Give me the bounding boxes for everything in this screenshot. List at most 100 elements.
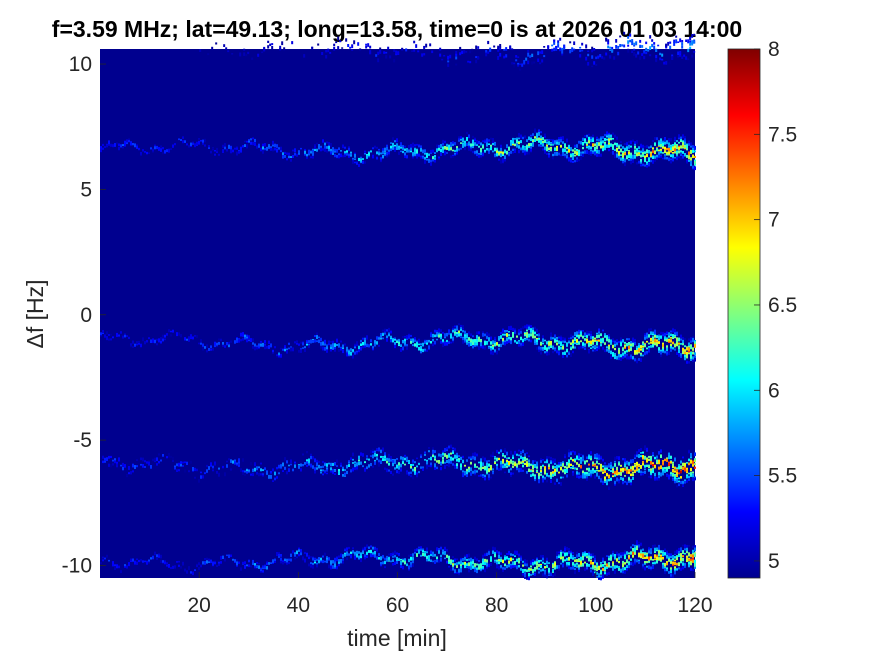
trace-cell (316, 462, 318, 467)
trace-cell (324, 552, 326, 556)
trace-cell (538, 571, 540, 574)
trace-cell (656, 560, 658, 564)
trace-cell (652, 339, 654, 342)
trace-cell (678, 567, 680, 570)
trace-cell (402, 346, 404, 350)
trace-cell (306, 460, 308, 464)
trace-cell (414, 467, 416, 471)
trace-cell (694, 344, 696, 348)
trace-cell (490, 347, 492, 351)
trace-cell (510, 142, 512, 146)
trace-cell (578, 150, 580, 153)
trace-cell (636, 451, 638, 455)
trace-cell (272, 562, 274, 564)
trace-cell (676, 471, 678, 475)
trace-cell (332, 147, 334, 150)
trace-cell (214, 562, 216, 565)
trace-cell (690, 346, 692, 350)
trace-cell (596, 474, 598, 477)
trace-cell (660, 472, 662, 477)
trace-cell (580, 458, 582, 463)
trace-cell (510, 553, 512, 556)
trace-cell (672, 466, 674, 469)
trace-cell (484, 347, 486, 350)
trace-cell (604, 571, 606, 574)
trace-cell (284, 347, 286, 352)
trace-cell (534, 339, 536, 342)
trace-cell (508, 551, 510, 555)
trace-cell (348, 462, 350, 464)
trace-cell (580, 475, 582, 478)
trace-cell (534, 128, 536, 132)
trace-cell (530, 137, 532, 141)
trace-cell (530, 568, 532, 571)
trace-cell (514, 550, 516, 555)
trace-cell (456, 333, 458, 336)
trace-cell (470, 149, 472, 152)
trace-cell (330, 565, 332, 570)
trace-cell (438, 548, 440, 551)
trace-cell (628, 154, 630, 159)
trace-cell (310, 453, 312, 457)
trace-cell (500, 450, 502, 453)
trace-cell (642, 457, 644, 460)
trace-cell (648, 342, 650, 345)
trace-cell (602, 471, 604, 474)
trace-cell (334, 154, 336, 158)
trace-cell (628, 561, 630, 564)
trace-cell (642, 348, 644, 352)
trace-cell (606, 337, 608, 341)
trace-cell (596, 146, 598, 150)
trace-cell (538, 475, 540, 478)
trace-cell (556, 464, 558, 469)
trace-cell (244, 474, 246, 476)
trace-cell (566, 354, 568, 358)
trace-cell (478, 566, 480, 570)
trace-cell (594, 339, 596, 342)
trace-cell (590, 344, 592, 347)
trace-cell (448, 559, 450, 562)
trace-cell (312, 556, 314, 559)
trace-cell (660, 349, 662, 353)
trace-cell (528, 462, 530, 467)
trace-cell (490, 350, 492, 355)
trace-cell (322, 341, 324, 346)
trace-cell (108, 455, 110, 459)
trace-cell (660, 351, 662, 354)
trace-cell (358, 557, 360, 560)
trace-cell (524, 459, 526, 462)
trace-cell (658, 154, 660, 158)
trace-cell (452, 329, 454, 333)
trace-cell (688, 141, 690, 145)
trace-cell (368, 546, 370, 549)
trace-cell (664, 333, 666, 337)
trace-cell (464, 142, 466, 146)
trace-cell (494, 456, 496, 459)
trace-cell (110, 333, 112, 336)
trace-cell (432, 451, 434, 455)
trace-cell (686, 549, 688, 553)
trace-cell (596, 342, 598, 345)
trace-cell (652, 333, 654, 336)
trace-cell (364, 340, 366, 344)
trace-cell (410, 338, 412, 341)
trace-cell (688, 144, 690, 146)
trace-cell (616, 468, 618, 470)
trace-cell (480, 142, 482, 146)
trace-cell (532, 143, 534, 147)
trace-cell (688, 450, 690, 454)
trace-cell (666, 550, 668, 555)
trace-cell (332, 343, 334, 348)
trace-cell (496, 565, 498, 568)
trace-cell (538, 563, 540, 567)
trace-cell (672, 347, 674, 350)
trace-cell (684, 345, 686, 348)
trace-cell (178, 560, 180, 563)
trace-cell (414, 472, 416, 474)
trace-cell (352, 462, 354, 464)
trace-cell (620, 144, 622, 147)
trace-cell (548, 456, 550, 459)
trace-cell (322, 148, 324, 151)
trace-cell (478, 153, 480, 155)
trace-cell (416, 472, 418, 476)
